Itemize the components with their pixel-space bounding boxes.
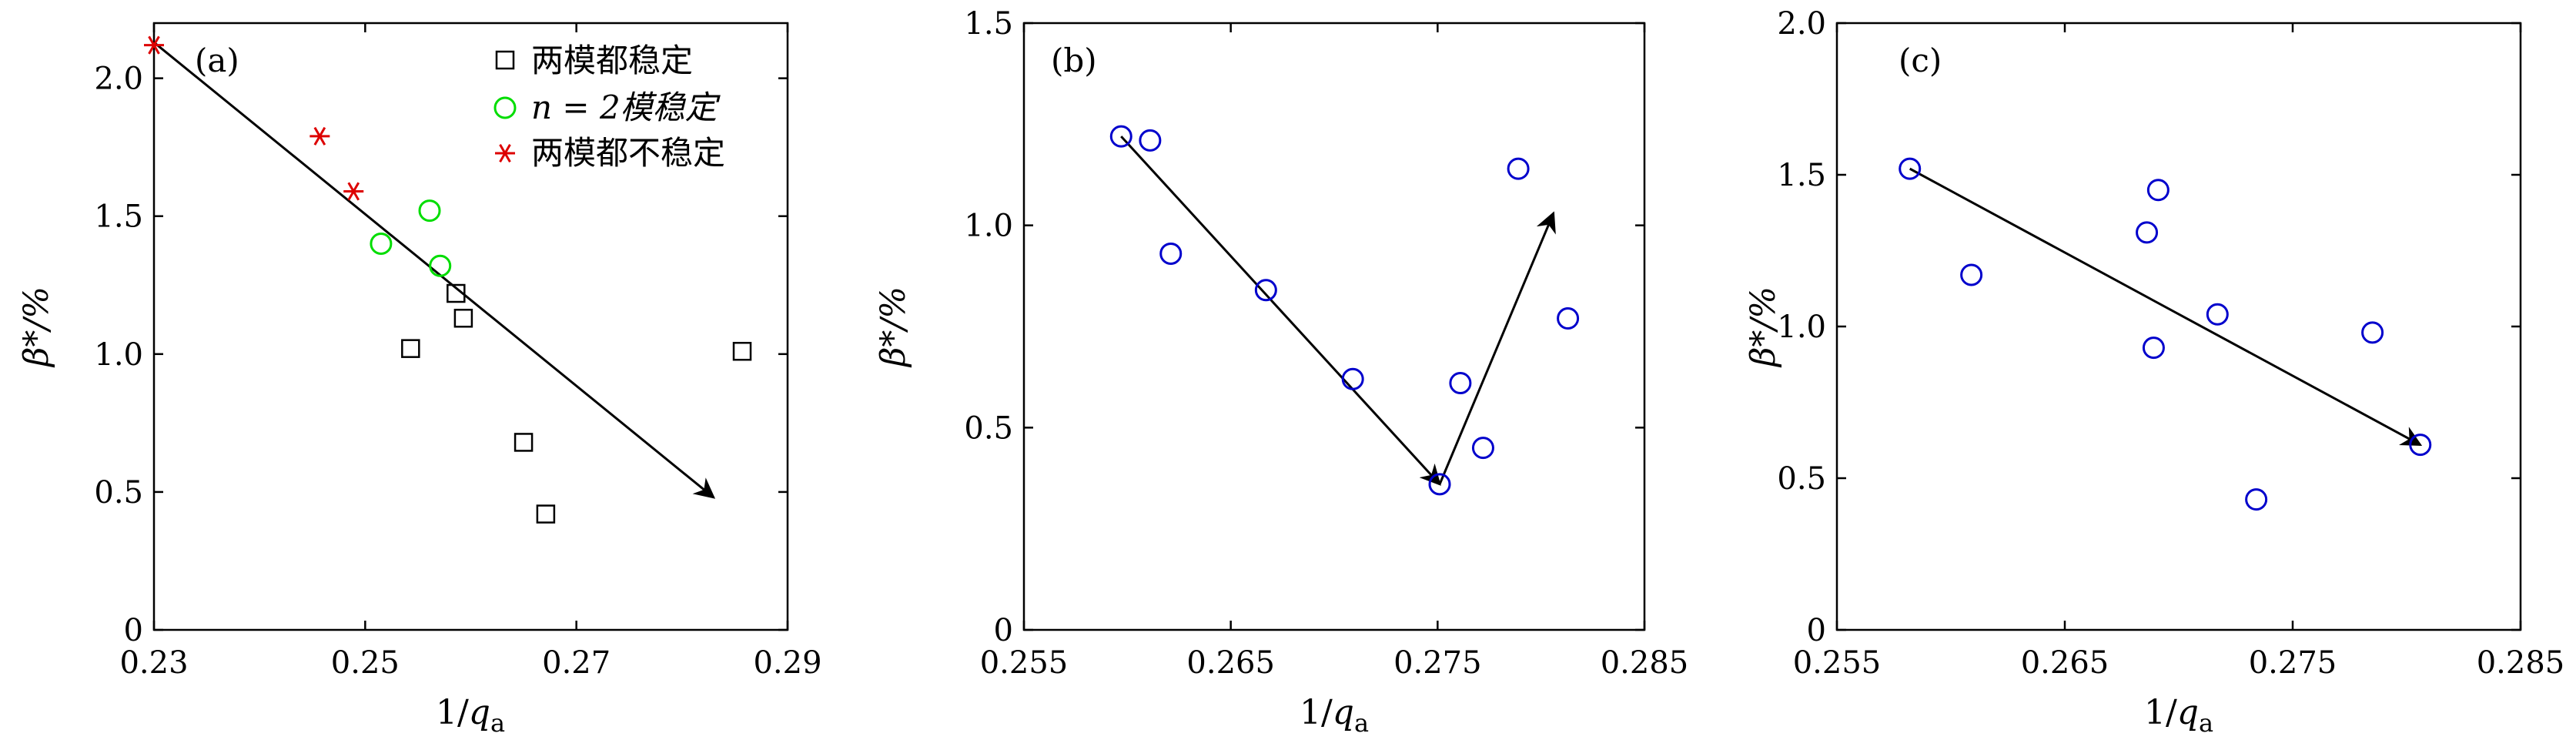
- data-point-square: [401, 339, 420, 358]
- legend: 两模都稳定 n = 2模稳定 两模都不稳定: [493, 42, 725, 172]
- y-tick-label: 0.5: [964, 410, 1013, 446]
- trend-arrow: [1438, 211, 1556, 485]
- x-ticks: 0.23 0.25 0.27 0.29: [119, 23, 822, 681]
- data-point-circle: [2409, 434, 2432, 457]
- y-ticks: 0 0.5 1.0 1.5 2.0: [1777, 6, 2521, 648]
- y-tick-label: 0: [124, 613, 143, 648]
- y-tick-label: 1.0: [964, 209, 1013, 244]
- trend-arrow: [153, 41, 716, 499]
- data-point-circle: [2142, 336, 2165, 360]
- data-points: [1899, 157, 2432, 511]
- data-point-square: [514, 433, 534, 452]
- x-tick-label: 0.255: [980, 645, 1069, 681]
- legend-entry-1: 两模都稳定: [531, 42, 693, 79]
- x-tick-label: 0.27: [542, 645, 611, 681]
- panel-label: (a): [195, 42, 239, 79]
- y-tick-label: 1.5: [1777, 158, 1826, 193]
- legend-entry-3: 两模都不稳定: [531, 134, 725, 172]
- data-point-circle: [418, 199, 441, 223]
- y-axis-label: β*/%: [874, 286, 913, 368]
- data-point-circle: [1428, 473, 1451, 496]
- data-points: [144, 35, 752, 524]
- y-tick-label: 2.0: [94, 62, 143, 97]
- data-point-circle: [429, 254, 452, 277]
- data-point-circle: [1254, 279, 1277, 302]
- y-tick-label: 1.0: [1777, 310, 1826, 345]
- plot-frame: [1022, 22, 1646, 631]
- y-ticks: 0 0.5 1.0 1.5: [964, 6, 1644, 648]
- x-axis-label: 1/qa: [1300, 693, 1369, 738]
- data-point-circle: [2361, 321, 2384, 344]
- y-axis-label: β*/%: [1744, 286, 1783, 368]
- y-ticks: 0 0.5 1.0 1.5 2.0: [94, 62, 788, 648]
- y-tick-label: 0: [1807, 613, 1826, 648]
- x-ticks: 0.255 0.265 0.275 0.285: [1793, 23, 2565, 681]
- data-point-circle: [1471, 437, 1494, 460]
- legend-marker-asterisk: [495, 143, 515, 163]
- data-point-circle: [1449, 372, 1472, 395]
- legend-marker-square: [495, 50, 515, 70]
- data-point-square: [732, 341, 752, 361]
- x-tick-label: 0.29: [753, 645, 821, 681]
- panel-label: (c): [1899, 42, 1942, 79]
- x-tick-label: 0.285: [1601, 645, 1689, 681]
- x-ticks: 0.255 0.265 0.275 0.285: [980, 23, 1689, 681]
- data-point-circle: [2146, 179, 2170, 202]
- trend-arrows: [153, 41, 716, 499]
- data-point-circle: [1159, 242, 1183, 265]
- legend-marker-circle: [493, 96, 517, 119]
- trend-arrows: [1120, 136, 1556, 486]
- data-point-asterisk: [144, 35, 164, 55]
- x-axis-label: 1/qa: [436, 693, 505, 738]
- data-point-square: [447, 283, 466, 303]
- plot-frame: [152, 22, 789, 631]
- panel-label: (b): [1051, 42, 1097, 79]
- data-point-square: [536, 504, 556, 524]
- y-axis-label: β*/%: [17, 286, 56, 368]
- data-point-circle: [1899, 157, 1922, 180]
- x-tick-label: 0.23: [119, 645, 188, 681]
- y-tick-label: 1.0: [94, 337, 143, 373]
- panel-c: (c) 1/qa β*/% 0.255 0.265 0.275 0.285 0 0.5 1…: [1744, 6, 2564, 738]
- y-tick-label: 1.5: [94, 199, 143, 235]
- data-point-circle: [1507, 157, 1530, 180]
- x-axis-label: 1/qa: [2144, 693, 2213, 738]
- x-tick-label: 0.255: [1793, 645, 1882, 681]
- data-point-asterisk: [343, 182, 364, 201]
- trend-arrow: [1909, 167, 2423, 446]
- y-tick-label: 0.5: [1777, 461, 1826, 497]
- data-point-circle: [1341, 367, 1364, 390]
- x-tick-label: 0.25: [331, 645, 400, 681]
- data-point-circle: [2245, 488, 2268, 511]
- data-point-circle: [2136, 221, 2159, 244]
- data-points: [1109, 125, 1580, 496]
- legend-entry-2: n = 2模稳定: [531, 89, 721, 126]
- x-tick-label: 0.265: [1186, 645, 1275, 681]
- x-tick-label: 0.285: [2477, 645, 2565, 681]
- data-point-circle: [2206, 303, 2229, 326]
- data-point-circle: [1557, 306, 1580, 330]
- x-tick-label: 0.275: [1393, 645, 1482, 681]
- panel-a: (a) 1/qa β*/% 0.23 0.25 0.27 0.29 0 0.5 1.0 1.…: [17, 22, 822, 738]
- y-tick-label: 2.0: [1777, 6, 1826, 42]
- trend-arrows: [1909, 167, 2423, 446]
- plot-frame: [1835, 22, 2522, 631]
- data-point-square: [453, 309, 473, 328]
- y-tick-label: 0.5: [94, 475, 143, 511]
- panel-b: (b) 1/qa β*/% 0.255 0.265 0.275 0.285 0 0.5 1…: [874, 6, 1688, 738]
- x-tick-label: 0.275: [2249, 645, 2337, 681]
- data-point-asterisk: [309, 126, 330, 146]
- x-tick-label: 0.265: [2021, 645, 2109, 681]
- trend-arrow: [1120, 136, 1441, 486]
- data-point-circle: [370, 233, 393, 256]
- data-point-circle: [1109, 125, 1132, 148]
- data-point-circle: [1139, 129, 1162, 152]
- data-point-circle: [1960, 263, 1983, 286]
- y-tick-label: 1.5: [964, 6, 1013, 42]
- y-tick-label: 0: [994, 613, 1013, 648]
